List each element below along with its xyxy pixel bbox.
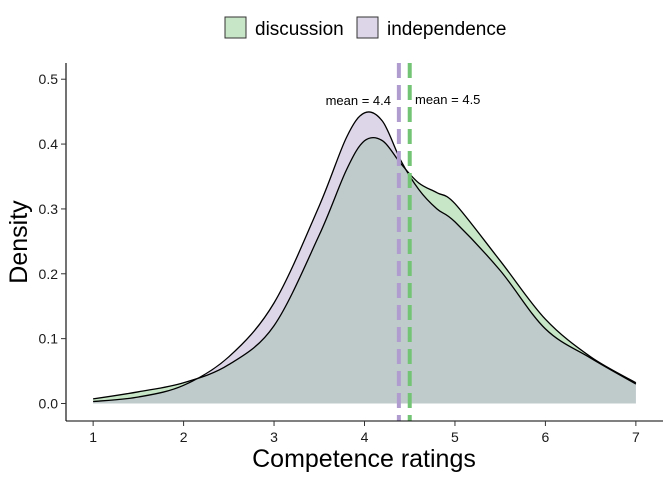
y-tick-label: 0.3 (39, 201, 59, 217)
density-overlap-area (93, 137, 636, 404)
y-axis-title: Density (5, 200, 33, 284)
y-tick-label: 0.5 (39, 71, 59, 87)
y-tick-label: 0.2 (39, 266, 59, 282)
density-line-discussion (93, 136, 637, 400)
y-tick-label: 0.0 (39, 395, 59, 411)
density-line-independence (93, 111, 637, 403)
mean-label-independence: mean = 4.4 (326, 93, 391, 108)
x-tick-label: 2 (180, 429, 188, 445)
x-tick-label: 5 (451, 429, 459, 445)
y-tick-label: 0.4 (39, 136, 59, 152)
x-tick-label: 3 (270, 429, 278, 445)
x-tick-label: 1 (89, 429, 97, 445)
mean-label-discussion: mean = 4.5 (415, 92, 480, 107)
legend-label-independence: independence (387, 19, 506, 40)
x-axis-ticks: 1 2 3 4 5 6 7 (89, 421, 640, 445)
x-tick-label: 7 (632, 429, 640, 445)
legend-label-discussion: discussion (255, 19, 344, 40)
y-tick-label: 0.1 (39, 331, 59, 347)
x-axis-title: Competence ratings (252, 445, 476, 473)
plot-area (93, 63, 637, 421)
x-tick-label: 4 (361, 429, 369, 445)
x-tick-label: 6 (542, 429, 550, 445)
legend: discussion independence (224, 16, 506, 40)
legend-key-independence (356, 16, 379, 39)
y-axis-ticks: 0.0 0.1 0.2 0.3 0.4 0.5 (39, 71, 66, 411)
legend-key-discussion (224, 16, 247, 39)
